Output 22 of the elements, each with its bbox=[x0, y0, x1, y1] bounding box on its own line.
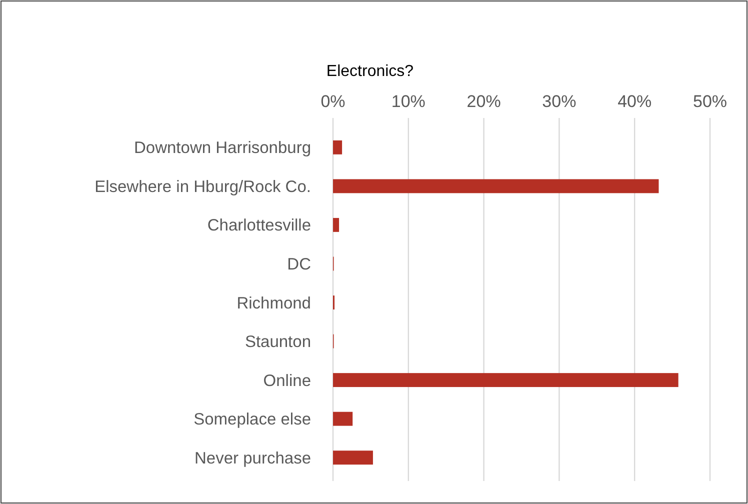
bar bbox=[333, 179, 659, 194]
y-tick-label: Richmond bbox=[236, 294, 311, 312]
x-tick-label: 50% bbox=[692, 92, 728, 111]
x-tick-label: 40% bbox=[618, 92, 652, 111]
bar bbox=[333, 450, 373, 465]
y-tick-label: Downtown Harrisonburg bbox=[134, 139, 311, 158]
bar bbox=[333, 140, 342, 154]
x-tick-label: 20% bbox=[466, 92, 501, 111]
y-tick-label: Never purchase bbox=[194, 449, 311, 468]
y-tick-label: Online bbox=[263, 372, 311, 390]
y-tick-label: Someplace else bbox=[194, 410, 311, 429]
bar bbox=[333, 373, 678, 388]
x-tick-label: 30% bbox=[542, 92, 576, 111]
y-tick-label: Elsewhere in Hburg/Rock Co. bbox=[94, 178, 311, 196]
bar bbox=[333, 218, 340, 232]
bar bbox=[333, 412, 353, 426]
y-tick-label: Staunton bbox=[244, 333, 311, 352]
x-tick-label: 10% bbox=[391, 92, 426, 111]
y-tick-label: DC bbox=[287, 255, 312, 274]
x-tick-label: 0% bbox=[320, 92, 346, 111]
y-tick-label: Charlottesville bbox=[207, 216, 311, 235]
chart-title: Electronics? bbox=[326, 63, 414, 80]
